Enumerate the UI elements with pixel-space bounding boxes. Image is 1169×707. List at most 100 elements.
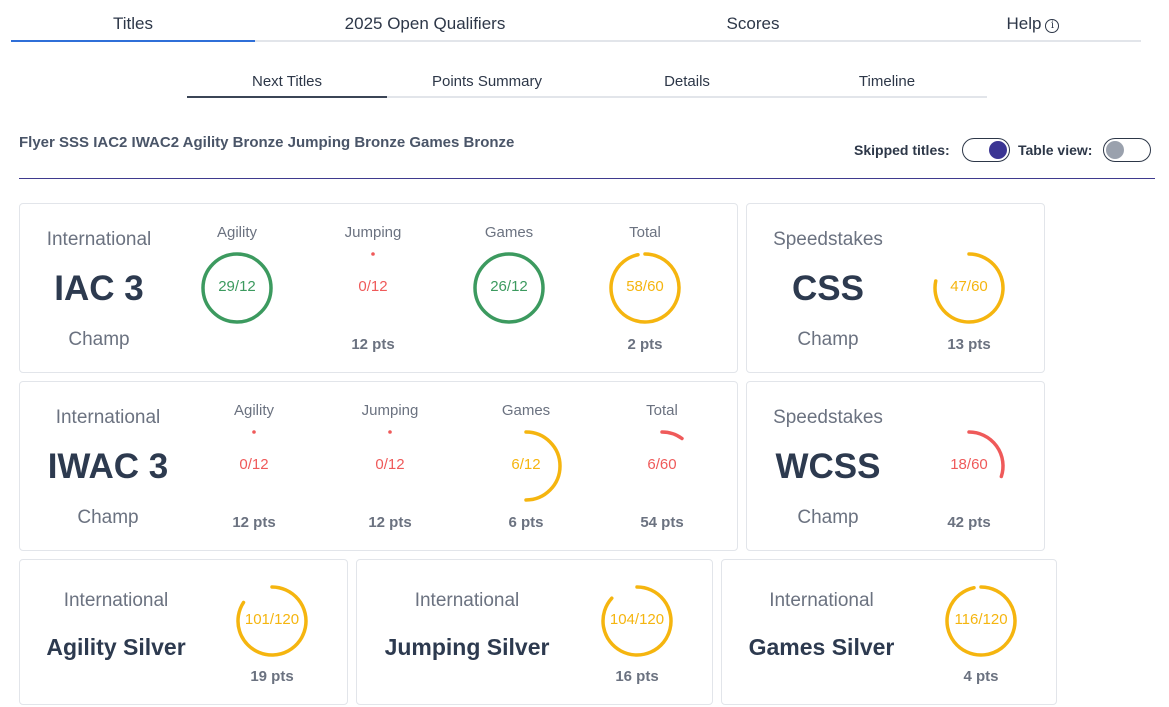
gauge-jumping-silver: 104/120 [600,584,674,658]
gauge-jumping: 0/12 [353,429,427,503]
gauge-points: 12 pts [351,336,395,353]
gauge-ring [252,430,256,434]
gauge-total: 58/60 [608,251,682,325]
gauge-wcss: 18/60 [932,429,1006,503]
info-icon: i [1045,19,1060,33]
toggle-knob [989,141,1007,159]
gauge-ring [201,252,273,324]
card-title: IAC 3 [54,269,144,308]
tab-help[interactable]: Help i [911,14,1155,34]
tab-titles-label: Titles [113,14,153,33]
title-card-jumping-silver: International Jumping Silver 104/120 16 … [356,559,713,705]
gauge-arc [524,430,562,502]
sub-tab-bar: Next Titles Points Summary Details Timel… [187,70,987,98]
gauge-points: 19 pts [250,668,294,685]
card-group: International [55,407,161,428]
subtab-details[interactable]: Details [587,73,787,90]
skipped-titles-toggle[interactable] [962,138,1010,162]
gauge-total: 6/60 [625,429,699,503]
gauge-points: 4 pts [963,668,999,685]
tab-titles[interactable]: Titles [11,14,255,42]
subtab-next-titles[interactable]: Next Titles [187,73,387,98]
gauge-ring [236,585,308,657]
skipped-titles-label: Skipped titles: [854,142,950,158]
gauge-value: 47/60 [950,278,988,295]
divider [19,178,1155,179]
card-group: International [769,590,874,611]
gauge-games: 26/12 [472,251,546,325]
gauge-ring [945,585,1017,657]
subtab-points-summary[interactable]: Points Summary [387,73,587,90]
gauge-value: 18/60 [950,456,988,473]
subtab-points-summary-label: Points Summary [431,73,543,90]
title-card-iac: International IAC 3 Champ Agility 29/12 … [19,203,738,373]
gauge-points: 12 pts [368,514,412,531]
tab-scores[interactable]: Scores [631,14,875,34]
gauge-label-agility: Agility [233,402,274,419]
card-title: Games Silver [748,634,895,660]
gauge-arc [236,585,308,657]
gauge-arc [660,430,684,441]
card-title: IWAC 3 [47,447,169,486]
gauge-points: 16 pts [615,668,659,685]
gauge-points: 13 pts [947,336,991,353]
title-card-css: Speedstakes CSS Champ 47/60 13 pts [746,203,1045,373]
gauge-points: 6 pts [508,514,544,531]
card-group: International [46,229,152,250]
gauge-value: 101/120 [244,611,300,628]
gauge-ring [933,252,1005,324]
gauge-arc [201,252,273,324]
title-card-agility-silver: International Agility Silver 101/120 19 … [19,559,348,705]
gauge-games-silver: 116/120 [944,584,1018,658]
gauge-label-total: Total [646,402,678,419]
gauge-label-total: Total [629,224,661,241]
gauge-value: 0/12 [358,278,388,295]
gauge-jumping: 0/12 [336,251,410,325]
gauge-value: 104/120 [609,611,665,628]
table-view-label: Table view: [1018,142,1093,158]
gauge-games: 6/12 [489,429,563,503]
title-card-wcss: Speedstakes WCSS Champ 18/60 42 pts [746,381,1045,551]
gauge-arc [252,430,256,434]
tab-scores-label: Scores [726,14,780,33]
card-level: Champ [797,507,859,528]
gauge-value: 6/12 [511,456,541,473]
gauge-points: 42 pts [947,514,991,531]
gauge-ring [371,252,375,256]
gauge-css: 47/60 [932,251,1006,325]
gauge-arc [945,585,1017,657]
gauge-value: 116/120 [954,611,1008,628]
subtab-timeline-label: Timeline [858,73,916,90]
gauge-arc [473,252,545,324]
gauge-agility: 0/12 [217,429,291,503]
tab-open-qualifiers[interactable]: 2025 Open Qualifiers [303,14,547,34]
gauge-label-jumping: Jumping [344,224,402,241]
card-level: Champ [68,329,130,350]
gauge-arc [609,252,681,324]
card-group: International [414,590,520,611]
card-title: Agility Silver [46,634,186,660]
gauge-value: 0/12 [239,456,269,473]
card-group: International [63,590,169,611]
gauge-value: 0/12 [375,456,405,473]
gauge-value: 26/12 [490,278,528,295]
gauge-points: 2 pts [627,336,663,353]
card-group: Speedstakes [773,407,883,428]
gauge-arc [601,585,673,657]
gauge-label-agility: Agility [216,224,257,241]
gauge-ring [609,252,681,324]
gauge-label-games: Games [484,224,534,241]
table-view-toggle[interactable] [1103,138,1151,162]
card-title: Jumping Silver [384,634,550,660]
gauge-arc [371,252,375,256]
gauge-points: 54 pts [640,514,684,531]
gauge-ring [473,252,545,324]
gauge-points: 12 pts [232,514,276,531]
gauge-ring [967,430,1005,479]
subtab-timeline[interactable]: Timeline [787,73,987,90]
toggle-knob [1106,141,1124,159]
card-level: Champ [797,329,859,350]
gauge-ring [601,585,673,657]
earned-titles: Flyer SSS IAC2 IWAC2 Agility Bronze Jump… [19,134,515,151]
gauge-value: 58/60 [626,278,664,295]
